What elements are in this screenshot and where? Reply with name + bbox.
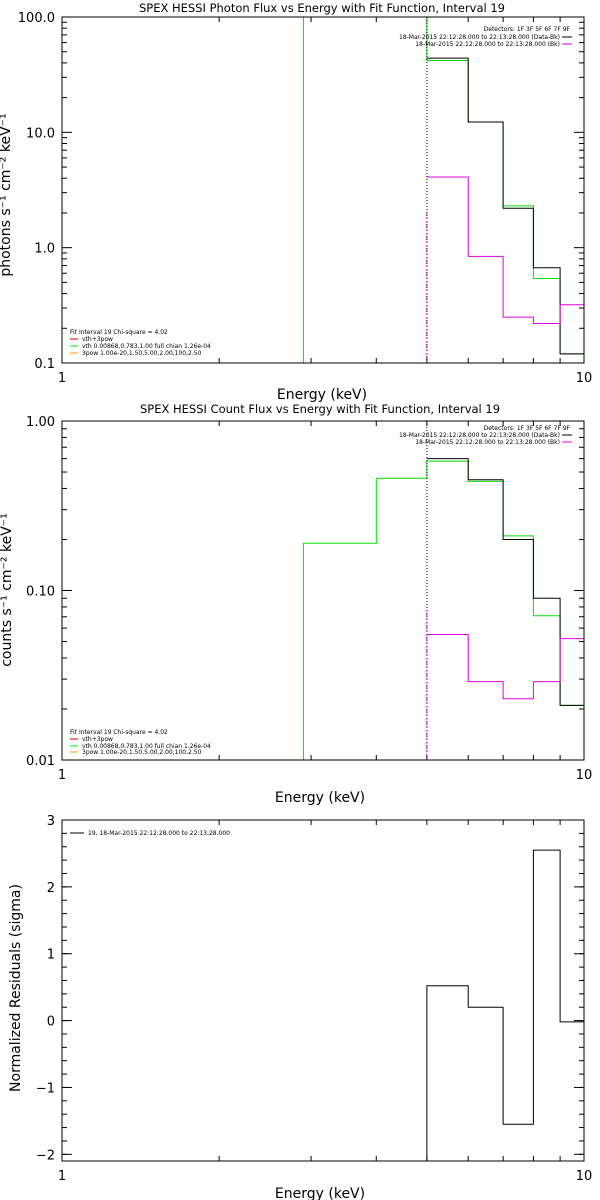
residuals-ticks: 1 10 −2 −1 0 1 2 3 <box>36 814 592 1184</box>
residuals-legend: 19, 18-Mar-2015 22:12:28.000 to 22:13:28… <box>70 830 230 837</box>
y-tick-label: 0.1 <box>34 357 55 372</box>
count-flux-title: SPEX HESSI Count Flux vs Energy with Fit… <box>140 402 500 416</box>
photon-legend-3pow: 3pow 1.00e-20,1.50,5.00,2.00,100,2.50 <box>82 350 202 357</box>
y-tick-label: 2 <box>47 881 55 896</box>
count-flux-ticks: 1 10 0.01 0.10 1.00 <box>26 415 592 783</box>
photon-legend-model: vth+3pow <box>82 336 113 343</box>
count-legend-bk: 18-Mar-2015 22:12:28.000 to 22:13:28.000… <box>415 439 560 446</box>
series-magenta-line <box>426 634 584 700</box>
count-flux-frame <box>61 420 585 761</box>
count-flux-ylabel: counts s⁻¹ cm⁻² keV⁻¹ <box>0 513 15 667</box>
series-green-line <box>302 460 584 760</box>
residuals-ylabel: Normalized Residuals (sigma) <box>8 884 24 1092</box>
photon-legend-fit: Fit Interval 19 Chi-square = 4.02 <box>70 329 168 336</box>
series-magenta-line <box>426 176 584 324</box>
y-tick-label: 100.0 <box>18 11 55 26</box>
photon-flux-panel: SPEX HESSI Photon Flux vs Energy with Fi… <box>0 1 592 403</box>
count-flux-panel: SPEX HESSI Count Flux vs Energy with Fit… <box>0 402 592 806</box>
photon-flux-frame <box>61 16 585 364</box>
series-black-line <box>426 849 584 1161</box>
photon-legend-data-bk: 18-Mar-2015 22:12:28.000 to 22:13:28.000… <box>399 34 560 41</box>
photon-legend-bk: 18-Mar-2015 22:12:28.000 to 22:13:28.000… <box>415 41 560 48</box>
y-tick-label: 1.0 <box>34 242 55 257</box>
y-tick-label: −2 <box>36 1148 55 1163</box>
x-tick-label: 10 <box>576 768 593 783</box>
photon-flux-ylabel: photons s⁻¹ cm⁻² keV⁻¹ <box>0 113 14 276</box>
photon-legend-detectors: Detectors: 1F 3F 5F 6F 7F 9F <box>484 26 571 33</box>
residuals-frame <box>61 819 585 1162</box>
count-legend-vth: vth 0.00868,0.783,1.00 full chian 1.26e-… <box>82 743 211 750</box>
count-legend-detectors: Detectors: 1F 3F 5F 6F 7F 9F <box>484 425 571 432</box>
y-tick-label: 0.10 <box>26 585 55 600</box>
count-legend-fit: Fit Interval 19 Chi-square = 4.02 <box>70 729 168 736</box>
count-legend-data-bk: 18-Mar-2015 22:12:28.000 to 22:13:28.000… <box>399 432 560 439</box>
x-tick-label: 10 <box>576 1169 593 1184</box>
count-legend-3pow: 3pow 1.00e-20,1.50,5.00,2.00,100,2.50 <box>82 749 202 756</box>
residuals-series <box>426 849 584 1161</box>
residuals-panel: Energy (keV) Normalized Residuals (sigma… <box>8 814 592 1200</box>
y-tick-label: 10.0 <box>26 126 55 141</box>
count-flux-series <box>302 421 584 760</box>
count-legend-model: vth+3pow <box>82 736 113 743</box>
y-tick-label: 0.01 <box>26 754 55 769</box>
count-flux-xlabel: Energy (keV) <box>275 790 365 806</box>
y-tick-label: 1 <box>47 948 55 963</box>
x-tick-label: 1 <box>58 1169 66 1184</box>
y-tick-label: −1 <box>36 1081 55 1096</box>
photon-flux-legend: Detectors: 1F 3F 5F 6F 7F 9F 18-Mar-2015… <box>70 26 572 357</box>
x-tick-label: 10 <box>576 371 593 386</box>
residuals-xlabel: Energy (keV) <box>275 1186 365 1200</box>
residuals-legend-label: 19, 18-Mar-2015 22:12:28.000 to 22:13:28… <box>88 830 230 837</box>
x-tick-label: 1 <box>58 371 66 386</box>
x-tick-label: 1 <box>58 768 66 783</box>
photon-legend-vth: vth 0.00868,0.783,1.00 full chian 1.26e-… <box>82 343 211 350</box>
photon-flux-xlabel: Energy (keV) <box>277 387 367 403</box>
y-tick-label: 0 <box>47 1015 55 1030</box>
y-tick-label: 3 <box>47 814 55 829</box>
y-tick-label: 1.00 <box>26 415 55 430</box>
count-flux-legend: Detectors: 1F 3F 5F 6F 7F 9F 18-Mar-2015… <box>70 425 572 756</box>
photon-flux-title: SPEX HESSI Photon Flux vs Energy with Fi… <box>139 1 505 15</box>
